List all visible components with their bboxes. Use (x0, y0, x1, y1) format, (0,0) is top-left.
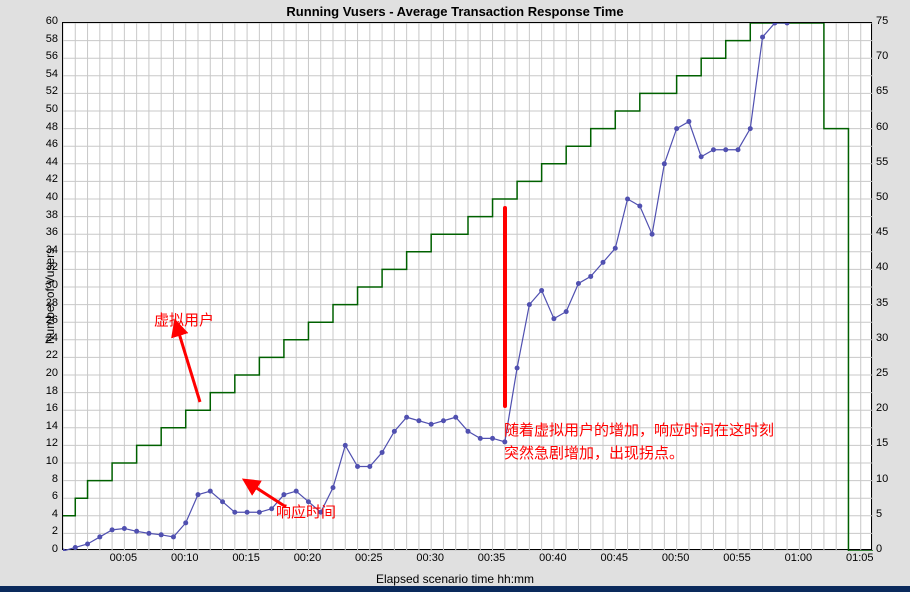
annotation-inflection: 随着虚拟用户的增加，响应时间在这时刻突然急剧增加，出现拐点。 (504, 420, 774, 465)
chart-container: Running Vusers - Average Transaction Res… (0, 0, 910, 592)
annotation-vusers: 虚拟用户 (154, 310, 214, 333)
bottom-bar (0, 586, 910, 592)
annotation-response: 响应时间 (276, 502, 336, 525)
